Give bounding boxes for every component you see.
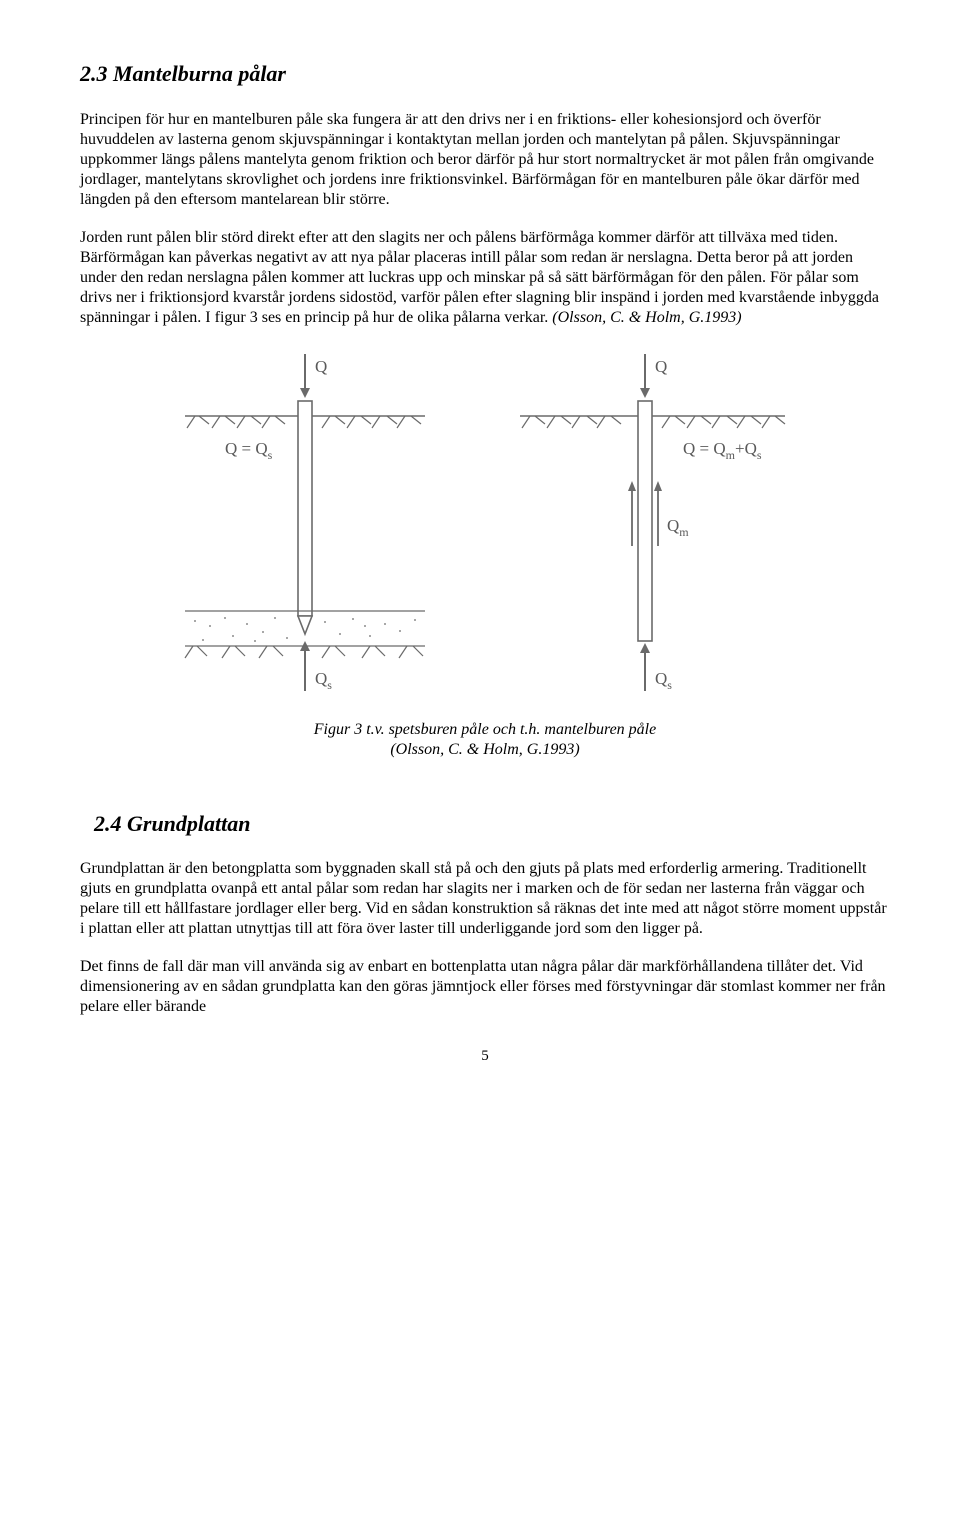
section-2-4-para-1: Grundplattan är den betongplatta som byg… <box>80 859 890 939</box>
fig-right-qm-sub: m <box>679 525 689 539</box>
section-2-3-para-2: Jorden runt pålen blir störd direkt efte… <box>80 228 890 328</box>
figure-3-left-diagram: Q Q = Qs <box>175 346 435 706</box>
svg-text:Qs: Qs <box>655 669 672 692</box>
svg-text:Qs: Qs <box>315 669 332 692</box>
section-2-3-heading: 2.3 Mantelburna pålar <box>80 60 890 88</box>
svg-text:Q = Qs: Q = Qs <box>225 439 273 462</box>
page-number: 5 <box>80 1047 890 1066</box>
section-2-3-para-2-text: Jorden runt pålen blir störd direkt efte… <box>80 229 879 326</box>
fig-right-eq: Q = Q <box>683 439 726 458</box>
fig-right-q-top: Q <box>655 357 667 376</box>
svg-text:Qm: Qm <box>667 516 689 539</box>
fig-right-qs: Q <box>655 669 667 688</box>
fig-right-qm: Q <box>667 516 679 535</box>
figure-3-right-diagram: Q Q = Qm+Qs Qm <box>515 346 795 706</box>
section-2-4-heading: 2.4 Grundplattan <box>94 810 890 838</box>
fig-right-qs-sub: s <box>667 678 672 692</box>
svg-text:Q = Qm+Qs: Q = Qm+Qs <box>683 439 762 462</box>
figure-3-caption: Figur 3 t.v. spetsburen påle och t.h. ma… <box>80 720 890 760</box>
figure-3-caption-line1: Figur 3 t.v. spetsburen påle och t.h. ma… <box>314 721 656 738</box>
figure-3-container: Q Q = Qs <box>80 346 890 706</box>
section-2-3-para-2-cite: (Olsson, C. & Holm, G.1993) <box>552 309 741 326</box>
fig-right-eq-sub2: s <box>757 448 762 462</box>
section-2-4-para-2: Det finns de fall där man vill använda s… <box>80 957 890 1017</box>
fig-left-qs: Q <box>315 669 327 688</box>
figure-3-caption-line2: (Olsson, C. & Holm, G.1993) <box>390 741 579 758</box>
fig-right-eq-plus: +Q <box>735 439 757 458</box>
fig-left-eq-sub: s <box>268 448 273 462</box>
fig-left-eq: Q = Q <box>225 439 268 458</box>
fig-left-qs-sub: s <box>327 678 332 692</box>
fig-left-q-top: Q <box>315 357 327 376</box>
section-2-3-para-1: Principen för hur en mantelburen påle sk… <box>80 110 890 210</box>
